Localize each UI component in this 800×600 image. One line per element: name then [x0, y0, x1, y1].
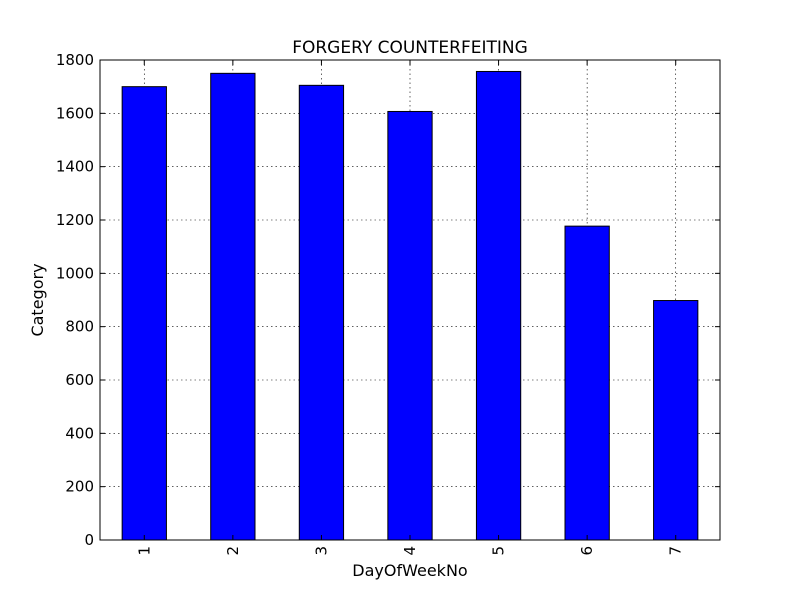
chart-title: FORGERY COUNTERFEITING [292, 38, 528, 58]
y-tick-label: 1000 [56, 264, 94, 282]
bar-1 [121, 86, 167, 541]
y-tick-label: 400 [65, 424, 94, 442]
y-tick-label: 1400 [56, 158, 94, 176]
bar-4 [387, 110, 433, 541]
x-axis-ticks: 1 2 3 4 5 6 7 [135, 60, 685, 556]
bar-5 [475, 70, 522, 541]
x-axis-label: DayOfWeekNo [352, 561, 467, 580]
x-tick-label: 7 [667, 546, 685, 556]
y-tick-label: 600 [65, 371, 94, 389]
x-tick-label: 6 [578, 546, 596, 556]
y-tick-label: 0 [84, 531, 94, 549]
y-axis-label: Category [28, 263, 47, 336]
y-tick-label: 1200 [56, 211, 94, 229]
y-axis-ticks: 0 200 400 600 800 1000 1200 1400 1600 1800 [56, 51, 720, 549]
bar-7 [653, 300, 699, 541]
x-tick-label: 5 [490, 546, 508, 556]
bar-3 [298, 84, 345, 541]
y-tick-label: 800 [65, 318, 94, 336]
bar-2 [210, 72, 256, 541]
x-tick-label: 1 [135, 546, 153, 556]
y-tick-label: 200 [65, 478, 94, 496]
x-tick-label: 4 [401, 546, 419, 556]
y-tick-label: 1600 [56, 104, 94, 122]
x-tick-label: 2 [224, 546, 242, 556]
y-tick-label: 1800 [56, 51, 94, 69]
bars [121, 70, 699, 541]
x-tick-label: 3 [312, 546, 330, 556]
bar-6 [564, 225, 610, 541]
